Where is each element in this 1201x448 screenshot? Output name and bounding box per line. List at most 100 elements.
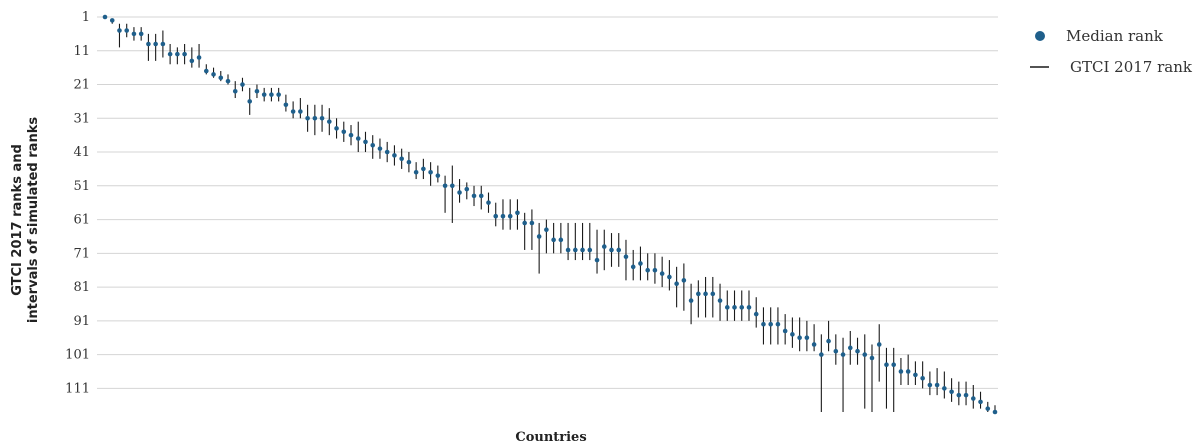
legend-interval-label: GTCI 2017 rank — [1070, 58, 1193, 76]
median-point — [898, 369, 904, 374]
median-point — [949, 389, 954, 395]
median-point — [478, 193, 484, 199]
median-point — [942, 386, 947, 391]
median-point — [435, 173, 441, 178]
y-axis-title-line-2: intervals of simulated ranks — [26, 117, 41, 323]
median-point — [493, 213, 499, 219]
median-point — [363, 139, 368, 145]
median-point — [370, 142, 376, 148]
median-point — [182, 51, 187, 57]
legend-median-label: Median rank — [1066, 27, 1164, 45]
median-point — [970, 396, 976, 401]
median-point — [840, 352, 846, 357]
median-point — [580, 247, 585, 253]
median-point — [667, 274, 672, 280]
median-point — [869, 355, 875, 361]
median-point — [551, 237, 556, 243]
median-point — [486, 200, 491, 205]
median-point — [442, 183, 448, 189]
median-point — [167, 51, 173, 57]
legend-median-marker — [1035, 31, 1045, 41]
median-point — [811, 342, 817, 347]
median-point — [797, 335, 802, 341]
y-tick-label: 21 — [73, 78, 90, 93]
median-point — [847, 345, 853, 351]
median-point — [457, 190, 462, 195]
median-point — [160, 41, 166, 47]
median-point — [674, 281, 679, 287]
median-point — [616, 247, 622, 253]
median-point — [225, 78, 231, 84]
median-point — [153, 41, 158, 47]
median-point — [471, 193, 477, 199]
median-point — [710, 291, 716, 297]
y-tick-label: 51 — [73, 179, 90, 194]
median-point — [826, 338, 831, 344]
median-point — [254, 88, 260, 94]
median-point — [732, 305, 737, 310]
y-tick-label: 101 — [65, 348, 90, 363]
median-point — [876, 342, 882, 347]
y-tick-label: 81 — [73, 280, 90, 295]
y-tick-label: 31 — [73, 111, 90, 126]
median-point — [768, 321, 773, 327]
median-point — [782, 328, 788, 334]
y-tick-label: 1 — [82, 10, 90, 25]
median-point — [507, 213, 513, 219]
median-point — [761, 321, 766, 327]
median-point — [804, 335, 810, 341]
y-tick-label: 91 — [73, 314, 90, 329]
median-point — [862, 352, 868, 357]
median-point — [290, 109, 296, 114]
median-point — [659, 271, 665, 276]
median-point — [450, 183, 455, 189]
median-point — [645, 267, 650, 273]
median-point — [529, 220, 535, 226]
median-point — [717, 298, 723, 303]
median-point — [594, 257, 600, 263]
gridlines — [97, 16, 998, 389]
median-point — [833, 348, 839, 354]
median-point — [652, 267, 658, 273]
median-point — [573, 247, 578, 253]
median-point — [319, 115, 325, 121]
median-point — [269, 92, 274, 97]
median-point — [124, 28, 130, 33]
median-point — [696, 291, 701, 297]
median-point — [276, 92, 281, 97]
median-point — [724, 305, 730, 310]
median-point — [963, 392, 969, 398]
median-point — [399, 156, 404, 162]
median-point — [920, 375, 925, 381]
median-point — [565, 247, 571, 253]
median-point — [536, 234, 542, 239]
median-point — [218, 75, 224, 81]
median-point — [630, 264, 636, 270]
median-point — [406, 159, 412, 165]
median-point — [109, 18, 115, 23]
median-point — [739, 305, 745, 310]
median-point — [638, 261, 643, 266]
median-point — [884, 362, 889, 368]
median-point — [609, 247, 614, 253]
median-point — [927, 382, 933, 388]
median-point — [392, 153, 397, 158]
median-point — [131, 31, 137, 37]
legend: Median rank GTCI 2017 rank — [1030, 27, 1193, 76]
median-point — [601, 244, 607, 249]
median-point — [934, 382, 940, 388]
median-point — [992, 409, 998, 415]
median-point — [348, 132, 354, 138]
median-point — [327, 119, 332, 124]
median-point — [298, 109, 303, 114]
median-point — [261, 92, 267, 97]
y-tick-label: 11 — [73, 44, 90, 59]
median-point — [623, 254, 629, 260]
median-point — [587, 247, 593, 253]
median-point — [421, 166, 426, 172]
median-point — [102, 14, 108, 20]
median-point — [334, 126, 339, 131]
median-point — [247, 99, 253, 104]
